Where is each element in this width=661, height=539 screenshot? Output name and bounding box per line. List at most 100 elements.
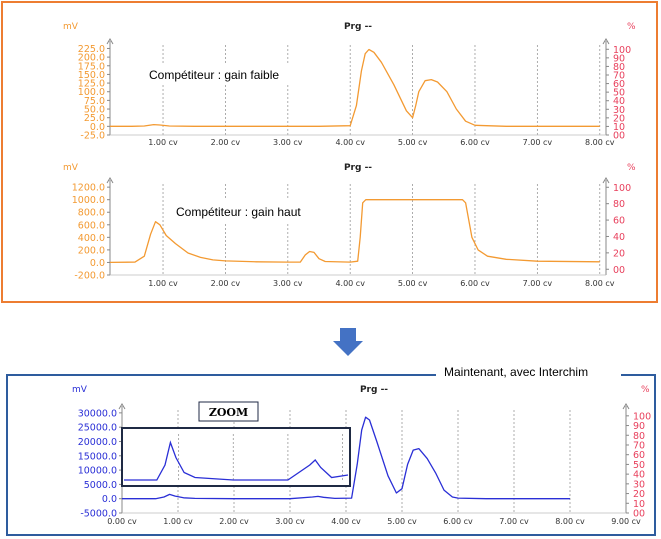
zoom-label: ZOOM xyxy=(209,406,248,419)
y2-tick-label: 60 xyxy=(613,79,625,90)
y-tick-label: 0.0 xyxy=(102,494,117,505)
y-tick-label: 30000.0 xyxy=(78,408,117,419)
y-tick-label: 200.0 xyxy=(78,245,105,256)
x-tick-label: 3.00 cv xyxy=(275,517,305,526)
y-axis-label: mV xyxy=(63,22,79,32)
annotation-gain-high: Compétiteur : gain haut xyxy=(176,205,301,219)
x-tick-label: 4.00 cv xyxy=(335,138,365,147)
chart-competitor-high-gain: Prg -- mV % 1.00 cv 2.00 cv 3.00 cv 4.00 cv 5.0… xyxy=(63,163,636,288)
chart-interchim: Prg -- mV % 0.00 cv 1.00 cv 2.00 cv 3.00 cv 4.0… xyxy=(72,385,651,526)
y2-tick-label: 40 xyxy=(633,470,645,481)
y-tick-label: 0.0 xyxy=(90,122,105,133)
y-tick-label: 225.0 xyxy=(78,44,105,55)
y-tick-label: 400.0 xyxy=(78,233,105,244)
y2-tick-label: 40 xyxy=(613,232,625,243)
y-axis-arrow xyxy=(106,177,114,184)
zoom-series-line xyxy=(124,440,349,481)
y-tick-label: 20000.0 xyxy=(78,437,117,448)
y2-axis-label: % xyxy=(627,163,636,173)
y2-tick-label: 00 xyxy=(633,509,645,520)
x-tick-label: 7.00 cv xyxy=(499,517,529,526)
x-tick-label: 5.00 cv xyxy=(398,138,428,147)
series-line xyxy=(122,416,570,500)
y-tick-label: 1200.0 xyxy=(72,183,105,194)
y-axis-label: mV xyxy=(63,163,79,173)
chart-title: Prg -- xyxy=(344,22,372,32)
x-tick-label: 2.00 cv xyxy=(219,517,249,526)
x-tick-label: 3.00 cv xyxy=(273,279,303,288)
x-tick-label: 4.00 cv xyxy=(331,517,361,526)
x-tick-label: 3.00 cv xyxy=(273,138,303,147)
y-tick-label: -200.0 xyxy=(74,271,105,282)
series-line xyxy=(109,199,600,264)
y2-tick-label: 70 xyxy=(633,440,645,451)
y-axis-label: mV xyxy=(72,385,88,395)
y2-tick-label: 100 xyxy=(613,45,631,56)
zoom-inset-plot xyxy=(124,434,349,481)
x-tick-label: 2.00 cv xyxy=(211,279,241,288)
chart-competitor-low-gain: Prg -- mV % 1.00 cv 2.00 cv 3.00 cv 4.00 cv 5.0… xyxy=(63,22,636,147)
y-tick-label: 25.0 xyxy=(84,113,105,124)
x-tick-label: 1.00 cv xyxy=(148,279,178,288)
y-tick-label: 15000.0 xyxy=(78,451,117,462)
y2-tick-label: 80 xyxy=(613,199,625,210)
x-tick-label: 1.00 cv xyxy=(163,517,193,526)
x-tick-label: 8.00 cv xyxy=(585,138,615,147)
x-tick-label: 5.00 cv xyxy=(398,279,428,288)
y-tick-label: 0.0 xyxy=(90,258,105,269)
y-tick-label: 800.0 xyxy=(78,208,105,219)
y2-axis-arrow xyxy=(622,403,630,410)
y2-tick-label: 00 xyxy=(613,131,625,142)
y-tick-label: -5000.0 xyxy=(80,509,117,520)
y2-tick-label: 90 xyxy=(613,53,625,64)
annotation-bg xyxy=(170,200,322,222)
down-arrow-icon xyxy=(333,328,363,356)
y2-tick-label: 100 xyxy=(613,183,631,194)
x-tick-label: 4.00 cv xyxy=(335,279,365,288)
x-tick-label: 0.00 cv xyxy=(107,517,137,526)
y2-tick-label: 10 xyxy=(633,499,645,510)
y2-axis-arrow xyxy=(602,177,610,184)
y-tick-label: 150.0 xyxy=(78,70,105,81)
y-tick-label: 25000.0 xyxy=(78,423,117,434)
y2-tick-label: 20 xyxy=(613,248,625,259)
zoom-label-box xyxy=(198,401,259,422)
y-tick-label: 10000.0 xyxy=(78,466,117,477)
x-tick-label: 9.00 cv xyxy=(611,517,641,526)
y2-axis-arrow xyxy=(602,38,610,45)
y2-axis-label: % xyxy=(627,22,636,32)
x-tick-label: 6.00 cv xyxy=(443,517,473,526)
x-tick-label: 7.00 cv xyxy=(523,138,553,147)
y2-tick-label: 60 xyxy=(613,216,625,227)
x-tick-label: 5.00 cv xyxy=(387,517,417,526)
y-tick-label: 600.0 xyxy=(78,220,105,231)
x-tick-label: 8.00 cv xyxy=(555,517,585,526)
y-tick-label: 1000.0 xyxy=(72,195,105,206)
y2-axis-label: % xyxy=(641,385,650,395)
y-axis-arrow xyxy=(106,38,114,45)
y2-tick-label: 100 xyxy=(633,411,651,422)
competitor-frame xyxy=(1,1,658,303)
series-line xyxy=(110,48,600,127)
y2-tick-label: 30 xyxy=(613,105,625,116)
y2-tick-label: 30 xyxy=(633,479,645,490)
x-tick-label: 8.00 cv xyxy=(585,279,615,288)
y-tick-label: -25.0 xyxy=(80,131,105,142)
y2-tick-label: 50 xyxy=(633,460,645,471)
x-tick-label: 7.00 cv xyxy=(523,279,553,288)
y2-tick-label: 70 xyxy=(613,71,625,82)
y2-tick-label: 20 xyxy=(633,489,645,500)
x-tick-label: 6.00 cv xyxy=(460,138,490,147)
x-tick-label: 1.00 cv xyxy=(148,138,178,147)
y-tick-label: 100.0 xyxy=(78,87,105,98)
y2-tick-label: 80 xyxy=(633,431,645,442)
annotation-gain-low: Compétiteur : gain faible xyxy=(149,68,279,82)
y2-tick-label: 20 xyxy=(613,113,625,124)
x-tick-label: 2.00 cv xyxy=(211,138,241,147)
chart-title: Prg -- xyxy=(360,385,388,395)
y2-tick-label: 60 xyxy=(633,450,645,461)
annotation-bg xyxy=(436,362,621,380)
x-tick-label: 6.00 cv xyxy=(460,279,490,288)
y2-tick-label: 80 xyxy=(613,62,625,73)
